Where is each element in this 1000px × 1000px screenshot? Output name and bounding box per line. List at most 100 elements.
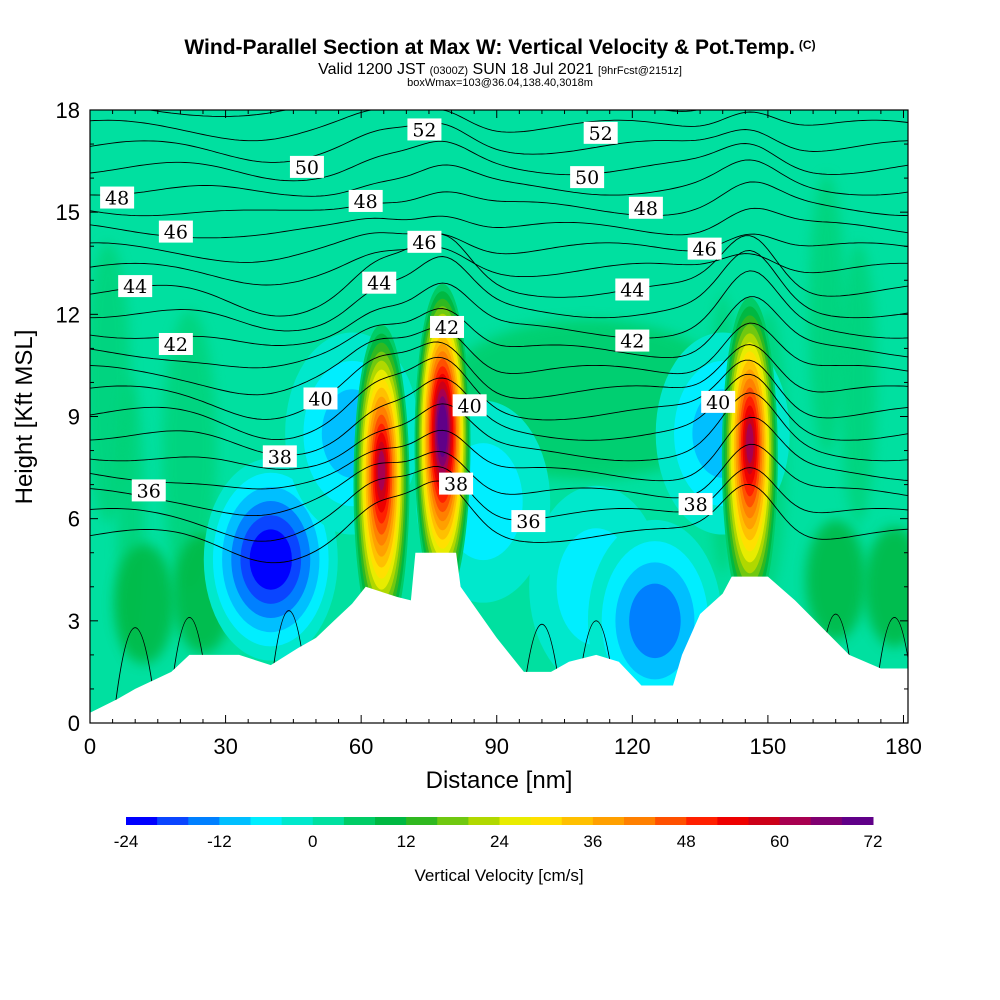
theta-line bbox=[90, 322, 908, 396]
contour-label-text: 42 bbox=[620, 331, 644, 353]
contour-label-box bbox=[118, 275, 153, 298]
contour-label: 50 bbox=[289, 155, 324, 179]
colorbar-segment bbox=[437, 817, 469, 825]
contour-label-box bbox=[289, 155, 324, 178]
contour-label: 52 bbox=[407, 118, 442, 141]
contour-label-box bbox=[158, 220, 193, 243]
colorbar-segment bbox=[250, 817, 283, 825]
contour-label-text: 38 bbox=[444, 474, 468, 496]
contour-label-text: 42 bbox=[435, 317, 459, 339]
contour-label-text: 46 bbox=[412, 232, 436, 254]
theta-line bbox=[90, 181, 908, 217]
chart-title: Wind-Parallel Section at Max W: Vertical… bbox=[0, 36, 1000, 60]
colorbar-segment bbox=[624, 817, 656, 825]
contour-label-box bbox=[687, 237, 722, 260]
theta-line bbox=[147, 110, 700, 117]
contour-label-text: 44 bbox=[123, 276, 147, 298]
contour-label-text: 44 bbox=[620, 279, 644, 301]
chart-subtitle-2: boxWmax=103@36.04,138.40,3018m bbox=[407, 77, 593, 89]
contour-label-box bbox=[678, 493, 713, 516]
y-tick-label: 12 bbox=[56, 302, 80, 327]
theta-line bbox=[90, 110, 908, 142]
updraft-core-2 bbox=[721, 297, 778, 618]
theta-contour-labels: 36 36 38 38 38 40 40 40 42 42 42 44 44 44 46 46 46 48 48 48… bbox=[100, 118, 736, 533]
contour-label: 42 bbox=[430, 315, 465, 339]
theta-line bbox=[90, 250, 908, 332]
colorbar-segment bbox=[126, 817, 158, 825]
theta-arc bbox=[114, 627, 156, 707]
weak-updraft-band-4 bbox=[162, 310, 217, 591]
weak-updraft-band-2 bbox=[840, 242, 877, 523]
colorbar-segment bbox=[468, 817, 500, 825]
theta-line bbox=[90, 466, 908, 542]
contour-label-text: 50 bbox=[575, 167, 599, 189]
x-tick-label: 60 bbox=[349, 734, 373, 759]
contour-label-box bbox=[348, 189, 383, 212]
contour-label-text: 46 bbox=[693, 239, 717, 261]
theta-line bbox=[90, 443, 908, 517]
colorbar-segment bbox=[655, 817, 687, 825]
colorbar-segment bbox=[281, 817, 314, 825]
contour-label-box bbox=[511, 510, 546, 533]
low-level-updraft-0 bbox=[114, 543, 175, 664]
colorbar-segment bbox=[561, 817, 594, 825]
colorbar-segment bbox=[219, 817, 251, 825]
theta-line bbox=[90, 416, 908, 490]
colorbar-segment bbox=[375, 817, 407, 825]
contour-label: 48 bbox=[100, 186, 135, 210]
contour-label-box bbox=[615, 329, 650, 352]
theta-line bbox=[90, 480, 908, 564]
colorbar-tick-label: 24 bbox=[490, 832, 509, 851]
contour-label: 40 bbox=[701, 390, 736, 414]
terrain bbox=[90, 552, 908, 723]
theta-line bbox=[90, 341, 908, 420]
colorbar-segment bbox=[592, 817, 625, 825]
x-tick-label: 30 bbox=[213, 734, 237, 759]
low-level-updraft-2 bbox=[805, 519, 866, 640]
y-axis-label: Height [Kft MSL] bbox=[11, 330, 38, 505]
colorbar-segment bbox=[406, 817, 438, 825]
y-tick-label: 9 bbox=[68, 405, 80, 430]
x-tick-label: 180 bbox=[885, 734, 922, 759]
contour-label-box bbox=[430, 315, 465, 338]
y-tick-label: 0 bbox=[68, 711, 80, 736]
contour-label-box bbox=[407, 118, 442, 141]
theta-arc bbox=[873, 616, 908, 707]
colorbar-segment bbox=[748, 817, 781, 825]
contour-label-text: 40 bbox=[706, 392, 730, 414]
colorbar-segment bbox=[841, 817, 874, 825]
contour-label-text: 44 bbox=[367, 273, 391, 295]
updraft-ring bbox=[377, 450, 386, 491]
colorbar-tick-label: 60 bbox=[770, 832, 789, 851]
contour-label-box bbox=[615, 278, 650, 301]
x-tick-label: 90 bbox=[484, 734, 508, 759]
contour-label: 52 bbox=[583, 121, 618, 145]
low-level-updraft-3 bbox=[864, 526, 908, 647]
colorbar-segment bbox=[499, 817, 532, 825]
theta-contour-lines bbox=[90, 110, 908, 707]
weak-updraft-band-5 bbox=[808, 174, 845, 455]
downdraft-region-0 bbox=[203, 458, 338, 661]
x-tick-label: 150 bbox=[750, 734, 787, 759]
contour-label: 36 bbox=[131, 479, 166, 502]
contour-label-box bbox=[701, 390, 736, 413]
contour-label: 42 bbox=[158, 332, 193, 356]
theta-line bbox=[90, 207, 908, 239]
y-tick-label: 6 bbox=[68, 507, 80, 532]
theta-line bbox=[90, 356, 908, 441]
subtitle-main: Valid 1200 JST bbox=[318, 61, 426, 78]
theta-line bbox=[90, 392, 908, 470]
contour-label: 46 bbox=[407, 230, 442, 254]
downdraft-ring bbox=[249, 529, 292, 590]
contour-label: 42 bbox=[615, 329, 650, 353]
colorbar-segment bbox=[530, 817, 563, 825]
colorbar-segment bbox=[343, 817, 376, 825]
contour-label: 38 bbox=[439, 472, 474, 496]
contour-label-box bbox=[628, 196, 663, 219]
theta-line bbox=[90, 232, 908, 263]
contour-label: 38 bbox=[262, 445, 297, 468]
colorbar-tick-label: 72 bbox=[864, 832, 883, 851]
x-tick-label: 0 bbox=[84, 734, 96, 759]
colorbar-segment bbox=[810, 817, 843, 825]
